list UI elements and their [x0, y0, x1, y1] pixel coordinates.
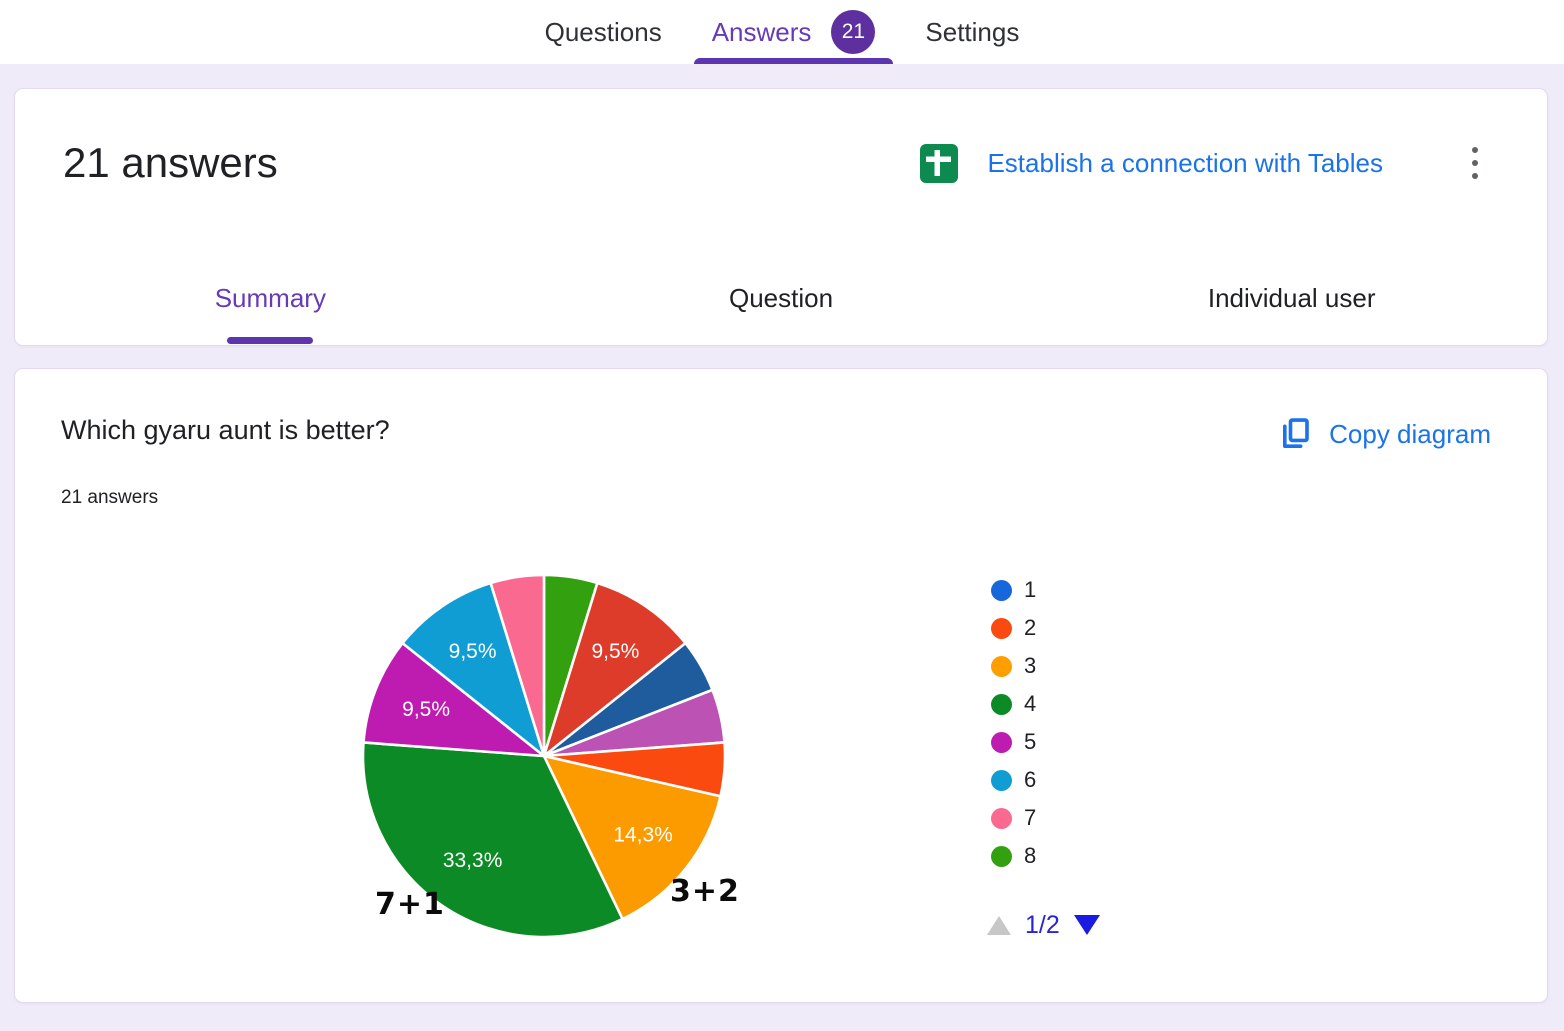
- copy-icon: [1283, 418, 1309, 448]
- connect-tables-link[interactable]: Establish a connection with Tables: [987, 147, 1383, 178]
- handwritten-annotation: 7+1: [375, 887, 445, 922]
- pie-slice[interactable]: [542, 754, 722, 921]
- answers-title: 21 answers: [63, 139, 278, 186]
- pie-slice[interactable]: [401, 581, 546, 758]
- legend-item-label: 6: [1024, 767, 1037, 792]
- tab-questions[interactable]: Questions: [543, 0, 664, 64]
- legend-item-label: 5: [1024, 729, 1037, 754]
- legend-color-dot: [991, 769, 1012, 791]
- pie-slice-percentage-label: 9,5%: [402, 698, 450, 721]
- tab-question[interactable]: Question: [526, 283, 1037, 345]
- tab-settings-label: Settings: [925, 16, 1020, 47]
- legend-item: 2: [991, 609, 1036, 647]
- copy-diagram-button[interactable]: Copy diagram: [1277, 415, 1491, 453]
- tab-individual-user[interactable]: Individual user: [1036, 283, 1547, 345]
- legend-item: 4: [991, 685, 1036, 723]
- pie-slice[interactable]: [489, 573, 546, 758]
- question-result-card: Which gyaru aunt is better? Copy diagram…: [14, 368, 1548, 1003]
- legend-item-label: 4: [1024, 691, 1037, 716]
- summary-tab-bar: Summary Question Individual user: [15, 283, 1547, 345]
- pie-slice[interactable]: [361, 741, 624, 939]
- legend-pagination: 1/2: [987, 909, 1100, 941]
- legend-item-label: 7: [1024, 805, 1037, 830]
- legend-item: 5: [991, 723, 1036, 761]
- summary-tab-indicator: [227, 337, 314, 344]
- legend-item: 6: [991, 761, 1036, 799]
- pie-slice[interactable]: [542, 581, 687, 758]
- sheets-table-icon: [920, 144, 959, 183]
- answers-count-badge: 21: [831, 10, 876, 54]
- tab-questions-label: Questions: [544, 16, 662, 47]
- pie-chart[interactable]: 9,5% 14,3% 33,3% 9,5% 9,5%: [359, 571, 729, 941]
- question-title: Which gyaru aunt is better?: [61, 415, 390, 445]
- legend-color-dot: [991, 807, 1012, 829]
- pie-slice[interactable]: [362, 641, 546, 758]
- tab-settings[interactable]: Settings: [923, 0, 1021, 64]
- legend-color-dot: [991, 655, 1012, 677]
- legend-item-label: 2: [1024, 615, 1037, 640]
- handwritten-annotation: 3+2: [670, 874, 740, 909]
- legend-color-dot: [991, 845, 1012, 867]
- kebab-menu-icon[interactable]: [1455, 139, 1495, 187]
- legend-item-label: 3: [1024, 653, 1037, 678]
- pie-slice-percentage-label: 9,5%: [449, 640, 497, 663]
- copy-diagram-label: Copy diagram: [1329, 418, 1491, 449]
- legend-page-indicator: 1/2: [1025, 910, 1060, 939]
- legend-color-dot: [991, 693, 1012, 715]
- answers-summary-card: 21 answers Establish a connection with T…: [14, 88, 1548, 346]
- tab-summary[interactable]: Summary: [15, 283, 526, 345]
- legend-item: 3: [991, 647, 1036, 685]
- pie-slice-percentage-label: 33,3%: [443, 849, 503, 872]
- legend-item: 1: [991, 571, 1036, 609]
- legend-item: 7: [991, 799, 1036, 837]
- legend-item-label: 8: [1024, 843, 1037, 868]
- legend-color-dot: [991, 617, 1012, 639]
- tab-question-label: Question: [728, 283, 834, 313]
- legend-item: 8: [991, 837, 1036, 875]
- tab-answers-label: Answers: [711, 16, 812, 47]
- tab-answers[interactable]: Answers 21: [693, 0, 894, 64]
- legend-color-dot: [991, 579, 1012, 601]
- question-answers-count: 21 answers: [61, 487, 159, 508]
- legend-page-down-icon[interactable]: [1073, 915, 1100, 935]
- legend-page-up-icon[interactable]: [987, 915, 1011, 935]
- chart-legend: 1 2 3 4 5 6 7 8: [991, 571, 1036, 875]
- active-tab-indicator: [693, 58, 894, 64]
- tab-summary-label: Summary: [214, 283, 326, 313]
- pie-slice-percentage-label: 9,5%: [591, 640, 639, 663]
- legend-item-label: 1: [1024, 577, 1037, 602]
- tab-individual-user-label: Individual user: [1207, 283, 1376, 313]
- top-navigation: Questions Answers 21 Settings: [0, 0, 1564, 64]
- legend-color-dot: [991, 731, 1012, 753]
- pie-slice-percentage-label: 14,3%: [613, 824, 673, 847]
